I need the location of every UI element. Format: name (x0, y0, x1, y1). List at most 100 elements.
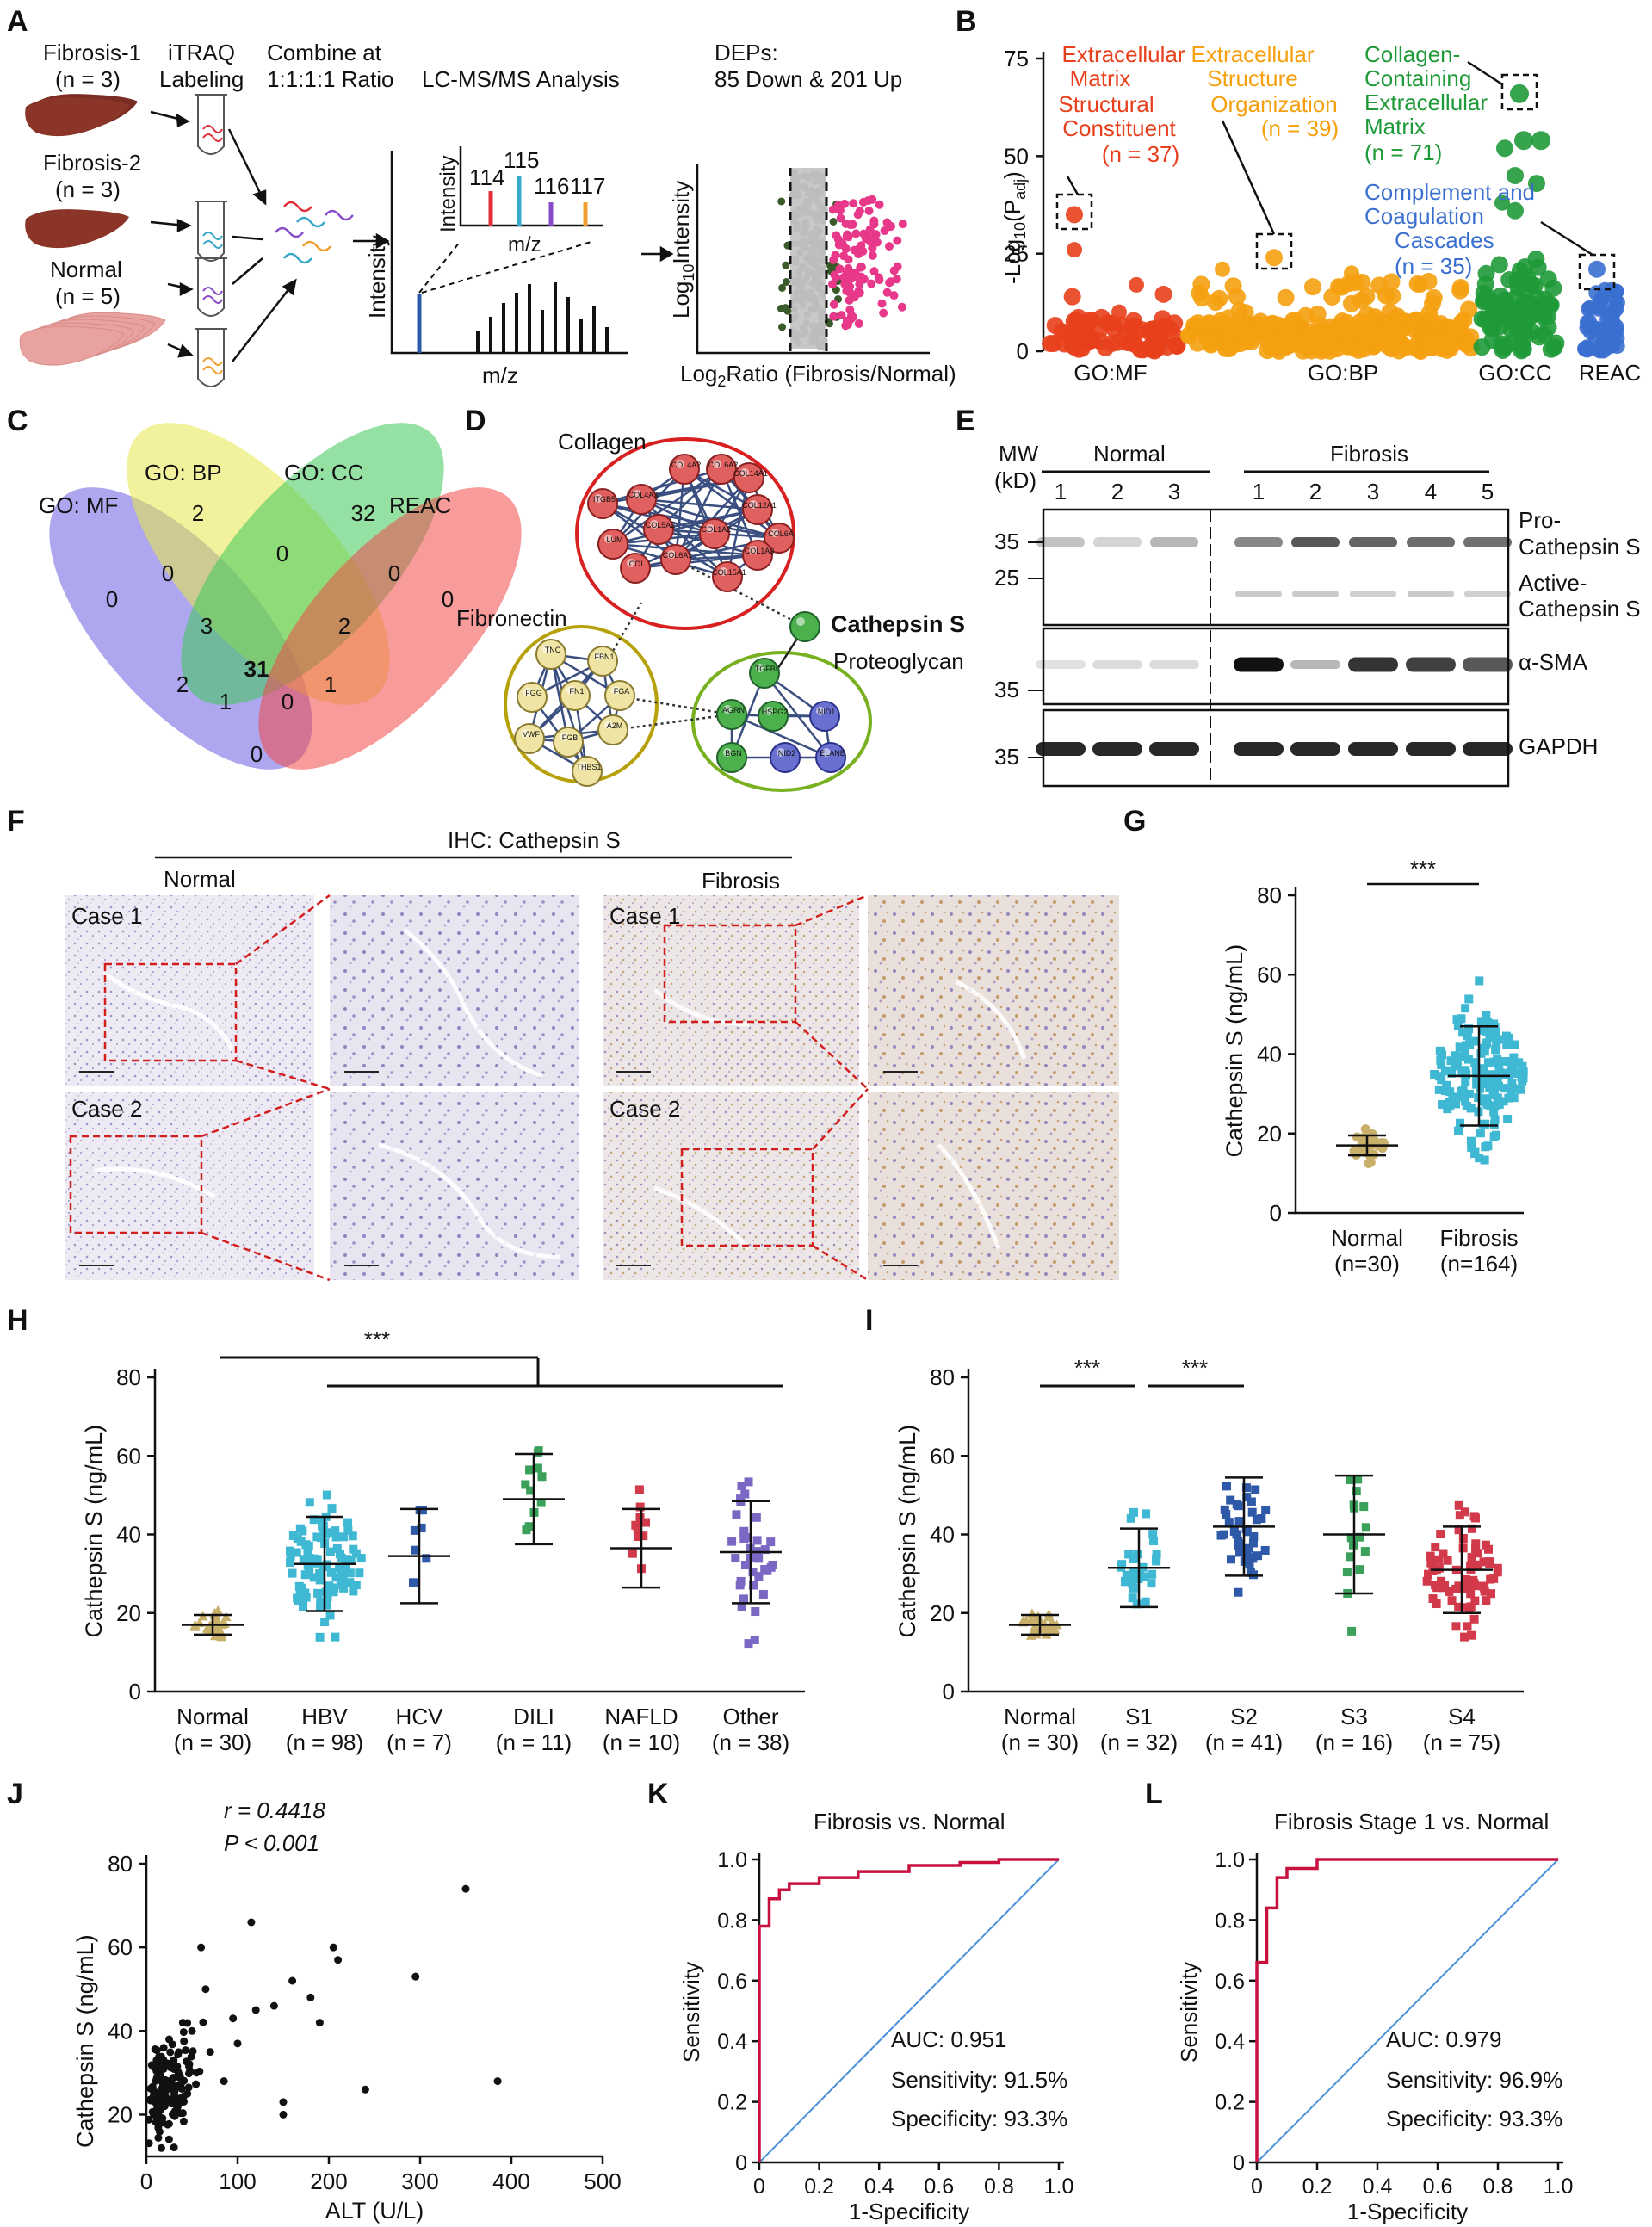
b-point (1539, 270, 1557, 288)
volcano-dot-ns (818, 313, 826, 321)
network-node-label: A2M (607, 721, 623, 730)
g-point (1486, 1101, 1495, 1110)
network-node-shine (777, 748, 785, 757)
blot-band (1036, 537, 1085, 547)
j-point (154, 2109, 163, 2118)
volcano-dot-up (871, 230, 881, 239)
volcano-dot-up (875, 200, 884, 209)
g-point (1506, 1087, 1515, 1097)
venn-cc-reac: 0 (388, 560, 400, 586)
g-point (1494, 1099, 1504, 1109)
b-point (1475, 284, 1493, 302)
blot-band (1406, 742, 1456, 756)
l-xtick-label: 0.8 (1483, 2174, 1513, 2199)
fib2-n: (n = 3) (55, 176, 121, 202)
volcano-dot-ns (796, 207, 804, 215)
i-point (1467, 1558, 1476, 1568)
ihc-normal-label: Normal (164, 866, 236, 892)
h-point (348, 1531, 357, 1541)
b-group-mf: GO:MF (1073, 360, 1147, 386)
j-point (411, 1972, 420, 1981)
pro-cathepsin-1: Pro- (1519, 507, 1561, 533)
g-ytick-label: 80 (1257, 882, 1282, 908)
g-point (1482, 1011, 1491, 1020)
k-xtick-label: 0.6 (924, 2174, 954, 2199)
h-point (525, 1465, 535, 1475)
i-point (1235, 1548, 1245, 1557)
network-node (626, 484, 657, 515)
panel-b: B 75 50 25 0 -Log10(Padj) GO:MF GO:BP GO:CC… (956, 5, 1641, 386)
h-point (305, 1568, 314, 1577)
network-node-label: COL6A (768, 529, 794, 538)
volcano-dot-ns (814, 211, 822, 219)
blot-band (1290, 742, 1340, 756)
blot-band (1149, 742, 1199, 756)
volcano-dot-up (835, 264, 845, 274)
i-point (1148, 1569, 1157, 1579)
h-point (748, 1568, 758, 1577)
b-point (1134, 341, 1152, 359)
h-point (336, 1580, 345, 1589)
h-point (417, 1523, 426, 1532)
j-point (154, 2093, 163, 2101)
ann-bp-3: Organization (1210, 91, 1337, 117)
blot-band (1093, 537, 1142, 547)
i-point (1247, 1497, 1256, 1506)
network-node (716, 699, 747, 730)
b-point (1053, 323, 1071, 341)
i-ytick-label: 60 (930, 1443, 955, 1469)
j-point (197, 1943, 206, 1952)
normal-label: Normal (50, 257, 122, 282)
g-ylabel: Cathepsin S (ng/mL) (1222, 944, 1247, 1158)
blot-band (1463, 742, 1513, 756)
b-point (1451, 281, 1469, 300)
active-cathepsin-1: Active- (1519, 570, 1587, 596)
volcano-dot-up (836, 213, 845, 223)
panel-j-label: J (7, 1778, 23, 1810)
i-point (1469, 1575, 1478, 1585)
i-point (1117, 1560, 1127, 1569)
g-point (1476, 1129, 1485, 1138)
g-point (1463, 1055, 1473, 1064)
network-node-label: AGRN (722, 706, 745, 714)
i-sig-1: *** (1074, 1355, 1100, 1381)
inset-ylabel: Intensity (436, 156, 460, 232)
b-point (1608, 300, 1624, 317)
panel-f-label: F (7, 805, 25, 838)
volcano-dot-ns (814, 225, 821, 232)
panel-g-label: G (1123, 805, 1146, 838)
venn-mf-only: 0 (106, 586, 118, 612)
h-point (731, 1554, 740, 1563)
volcano-dot-ns (790, 296, 798, 304)
h-point (316, 1602, 325, 1611)
b-point (1483, 331, 1501, 350)
i-sig-2: *** (1182, 1355, 1208, 1381)
asma-label: α-SMA (1519, 649, 1588, 675)
blot-band (1408, 591, 1454, 597)
j-point (179, 2117, 188, 2125)
volcano-dot-up (898, 220, 907, 229)
h-point (315, 1568, 325, 1578)
j-point (159, 2044, 168, 2052)
b-point (1231, 325, 1249, 343)
l-title: Fibrosis Stage 1 vs. Normal (1274, 1809, 1549, 1834)
network-node-shine (749, 546, 758, 554)
network-node (587, 488, 618, 519)
i-point (1355, 1532, 1364, 1542)
panel-g: G 80 60 40 20 0 Cathepsin S (ng/mL) Normal(n=3… (1123, 805, 1528, 1277)
normal-case1-label: Case 1 (71, 903, 142, 929)
g-n-label: (n=164) (1440, 1251, 1518, 1277)
volcano-dot-ns (812, 329, 820, 337)
i-ytick-label: 0 (943, 1679, 955, 1704)
j-xtick-label: 100 (219, 2168, 256, 2194)
h-point (220, 1611, 232, 1622)
b-point (1413, 276, 1428, 293)
g-point (1451, 1099, 1461, 1109)
ann-reac-1: Complement and (1364, 179, 1535, 205)
network-node (643, 514, 674, 545)
network-node-shine (604, 535, 613, 543)
lane-label-5: 3 (1367, 479, 1379, 504)
network-edge (602, 467, 722, 505)
j-point (146, 2084, 155, 2093)
network-node-label: BGN (725, 749, 742, 758)
